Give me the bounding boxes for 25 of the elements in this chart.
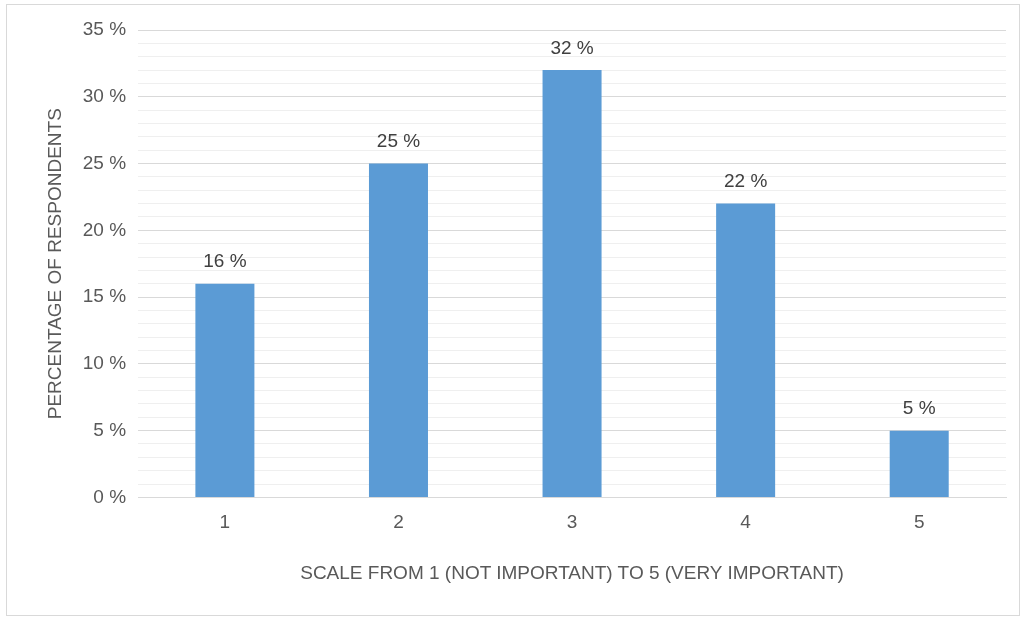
y-tick-label: 0 % [93,485,127,507]
data-label: 22 % [723,170,768,192]
x-axis-title: SCALE FROM 1 (NOT IMPORTANT) TO 5 (VERY IMPORTANT) [300,561,844,583]
bar [195,283,255,497]
data-label: 25 % [376,130,421,152]
data-label: 16 % [203,250,247,272]
y-tick-label: 10 % [82,352,127,374]
y-tick-label: 20 % [82,218,127,240]
x-tick-label: 5 [913,511,925,533]
bar [716,203,776,497]
y-tick-label: 15 % [82,285,127,307]
data-label: 5 % [902,397,936,419]
x-tick-label: 3 [566,511,578,533]
y-tick-label: 25 % [82,151,127,173]
y-axis-title: PERCENTAGE OF RESPONDENTS [43,108,65,420]
x-tick-label: 4 [740,511,752,533]
y-tick-label: 30 % [82,85,127,107]
bar [368,163,428,497]
x-tick-label: 1 [219,511,231,533]
bar [889,430,949,497]
bar [542,70,602,497]
x-tick-label: 2 [393,511,404,533]
y-tick-label: 5 % [93,418,127,440]
y-tick-label: 35 % [82,18,127,40]
data-label: 32 % [550,36,594,58]
